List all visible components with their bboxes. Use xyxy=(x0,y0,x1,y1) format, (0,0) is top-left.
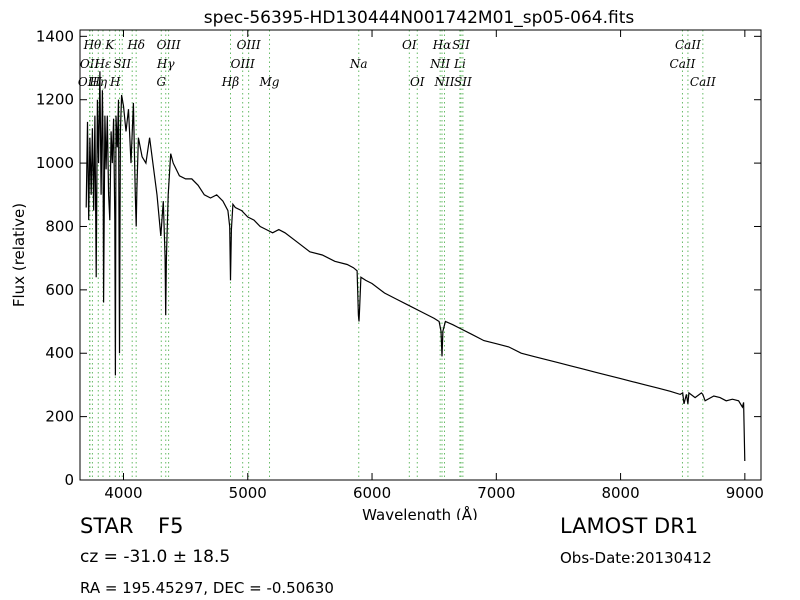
redshift-value: cz = -31.0 ± 18.5 xyxy=(80,547,231,567)
line-marker-label: OII xyxy=(80,57,100,71)
y-tick-label: 600 xyxy=(45,281,74,299)
x-tick-label: 9000 xyxy=(726,484,764,502)
x-tick-label: 6000 xyxy=(353,484,391,502)
line-marker-label: OIII xyxy=(78,75,102,89)
line-marker-label: NII xyxy=(433,75,454,89)
line-marker-label: Hθ xyxy=(83,38,102,52)
plot-frame xyxy=(79,29,762,481)
line-marker-label: K xyxy=(104,38,115,52)
line-marker-label: OIII xyxy=(231,57,255,71)
line-marker-label: Li xyxy=(453,57,466,71)
coordinates-value: RA = 195.45297, DEC = -0.50630 xyxy=(80,579,334,597)
line-marker-label: Hδ xyxy=(126,38,145,52)
line-marker-label: H xyxy=(109,75,121,89)
x-tick-label: 4000 xyxy=(104,484,142,502)
obs-date: Obs-Date:20130412 xyxy=(560,549,712,567)
x-tick-label: 7000 xyxy=(477,484,515,502)
y-tick-label: 800 xyxy=(45,217,74,235)
line-marker-label: G xyxy=(156,75,166,89)
class-label: STAR xyxy=(80,514,134,538)
y-tick-label: 400 xyxy=(45,344,74,362)
line-marker-label: CaII xyxy=(670,57,696,71)
x-tick-label: 8000 xyxy=(601,484,639,502)
line-marker-label: Hη xyxy=(88,75,107,89)
subclass-label: F5 xyxy=(158,514,184,538)
line-marker-label: CaII xyxy=(690,75,716,89)
line-marker-label: OIII xyxy=(157,38,181,52)
axis-ticks: 4000 5000 6000 7000 8000 9000 0 200 400 600 800 100… xyxy=(36,27,764,502)
line-marker-label: Hα xyxy=(432,38,452,52)
x-axis-title: Wavelength (Å) xyxy=(362,505,478,520)
y-axis-title: Flux (relative) xyxy=(10,203,28,307)
y-tick-label: 0 xyxy=(64,471,74,489)
line-marker-label: OI xyxy=(402,38,417,52)
y-tick-label: 1200 xyxy=(36,91,74,109)
x-tick-label: 5000 xyxy=(229,484,267,502)
line-marker-label: OIII xyxy=(237,38,261,52)
line-marker-label: Hβ xyxy=(221,75,239,89)
survey-label: LAMOST DR1 xyxy=(560,514,699,538)
spectrum-series-line xyxy=(85,71,746,462)
line-marker-label: NII xyxy=(429,57,450,71)
spectrum-chart: spec-56395-HD130444N001742M01_sp05-064.f… xyxy=(10,8,764,520)
spectral-line-markers: OIIHθOIIIHηHεKHSIIHδGHγOIIIHβOIIIOIIIMgN… xyxy=(78,30,716,480)
chart-title: spec-56395-HD130444N001742M01_sp05-064.f… xyxy=(204,8,635,28)
line-marker-label: OI xyxy=(410,75,425,89)
line-marker-label: SII xyxy=(454,75,472,89)
y-tick-label: 200 xyxy=(45,408,74,426)
y-tick-label: 1000 xyxy=(36,154,74,172)
line-marker-label: Na xyxy=(349,57,368,71)
y-tick-label: 1400 xyxy=(36,27,74,45)
line-marker-label: Mg xyxy=(259,75,280,89)
line-marker-label: SII xyxy=(113,57,131,71)
line-marker-label: Hγ xyxy=(156,57,175,71)
line-marker-label: CaII xyxy=(675,38,701,52)
line-marker-label: Hε xyxy=(94,57,112,71)
line-marker-label: SII xyxy=(452,38,470,52)
